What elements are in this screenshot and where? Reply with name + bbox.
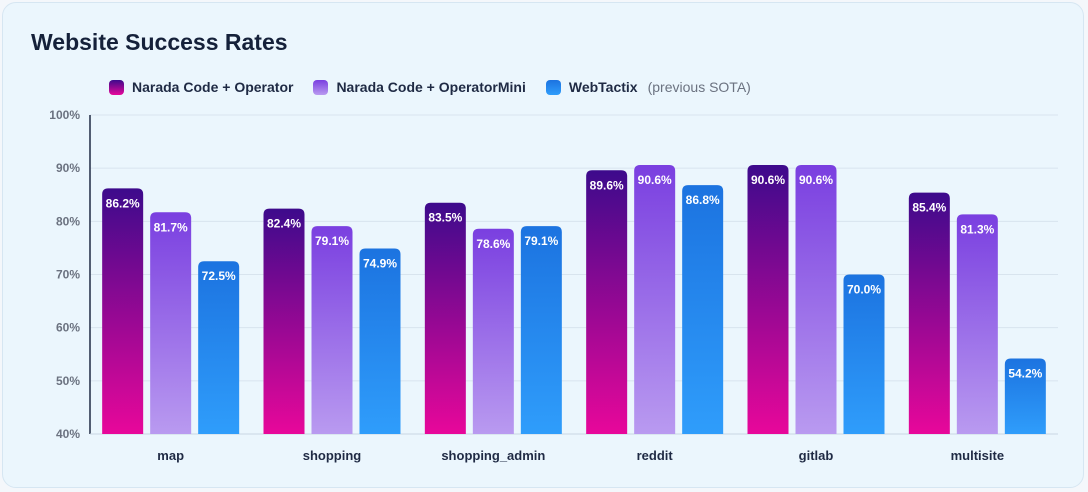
bar-value-label: 74.9%	[363, 256, 397, 270]
bar	[198, 261, 240, 434]
bar-value-label: 72.5%	[202, 269, 236, 283]
y-tick-label: 90%	[56, 161, 80, 175]
bar-value-label: 82.4%	[267, 217, 301, 231]
bar-value-label: 78.6%	[476, 237, 510, 251]
bar	[102, 188, 144, 434]
legend: Narada Code + Operator Narada Code + Ope…	[109, 77, 771, 97]
bar-value-label: 89.6%	[590, 178, 624, 192]
y-tick-label: 60%	[56, 321, 80, 335]
bar-value-label: 81.7%	[154, 220, 188, 234]
legend-swatch-webtactix	[545, 79, 561, 95]
y-tick-label: 50%	[56, 374, 80, 388]
legend-note-previous-sota: (previous SOTA)	[647, 79, 751, 95]
bar-value-label: 90.6%	[799, 173, 833, 187]
x-category-label: gitlab	[799, 448, 834, 463]
bar-value-label: 54.2%	[1008, 367, 1042, 381]
bar	[263, 208, 305, 434]
y-tick-label: 40%	[56, 427, 80, 441]
x-category-label: reddit	[637, 448, 674, 463]
bar-value-label: 83.5%	[428, 211, 462, 225]
y-tick-label: 70%	[56, 268, 80, 282]
legend-label-webtactix: WebTactix	[568, 79, 638, 95]
chart-title: Website Success Rates	[31, 29, 288, 55]
bar	[586, 170, 628, 434]
legend-item-narada-operatormini: Narada Code + OperatorMini	[313, 79, 526, 95]
bar	[795, 164, 837, 434]
bar-value-label: 81.3%	[960, 222, 994, 236]
bar	[472, 228, 514, 434]
bar	[520, 226, 562, 434]
bar-value-label: 79.1%	[315, 234, 349, 248]
bar	[424, 202, 466, 434]
bar-value-label: 85.4%	[912, 201, 946, 215]
bar	[908, 192, 950, 434]
x-category-label: shopping_admin	[441, 448, 545, 463]
bar	[311, 226, 353, 434]
bar	[359, 248, 401, 434]
legend-item-webtactix: WebTactix (previous SOTA)	[545, 79, 751, 95]
bar	[956, 214, 998, 434]
x-category-label: map	[157, 448, 184, 463]
bar-value-label: 79.1%	[524, 234, 558, 248]
bar	[150, 212, 192, 434]
legend-label-narada-operator: Narada Code + Operator	[132, 79, 294, 95]
legend-swatch-narada-operatormini	[313, 79, 329, 95]
bar-value-label: 90.6%	[751, 173, 785, 187]
legend-swatch-narada-operator	[109, 79, 124, 95]
bar	[1004, 358, 1046, 434]
x-category-label: shopping	[303, 448, 362, 463]
bar-value-label: 70.0%	[847, 283, 881, 297]
legend-label-narada-operatormini: Narada Code + OperatorMini	[336, 79, 526, 95]
bar-value-label: 86.8%	[686, 193, 720, 207]
x-category-label: multisite	[951, 448, 1004, 463]
bar-value-label: 86.2%	[106, 196, 140, 210]
y-tick-label: 80%	[56, 214, 80, 228]
bar	[747, 164, 789, 434]
bar-value-label: 90.6%	[638, 173, 672, 187]
bar	[843, 274, 885, 434]
y-tick-label: 100%	[49, 108, 80, 122]
legend-item-narada-operator: Narada Code + Operator	[109, 79, 293, 95]
bar	[634, 164, 676, 434]
bar	[682, 185, 724, 434]
